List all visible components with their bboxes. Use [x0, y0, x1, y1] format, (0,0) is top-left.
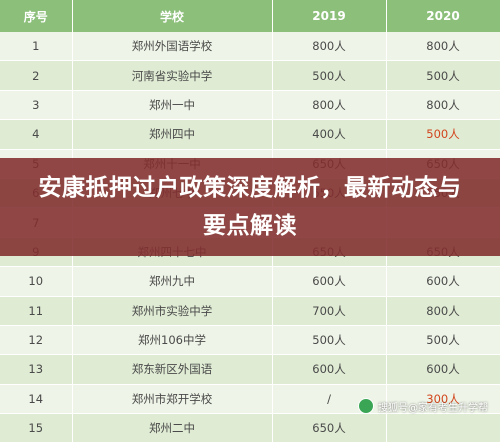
cell-school: 郑州九中: [72, 266, 273, 297]
cell-school: 郑州二中: [72, 413, 273, 443]
cell-school: 郑州一中: [72, 90, 273, 121]
cell-no: 2: [0, 60, 73, 91]
watermark: 搜狐号@家有考生升学帮: [358, 398, 488, 414]
cell-school: 郑东新区外国语: [72, 354, 273, 385]
table-row: 13 郑东新区外国语 600人 600人: [0, 354, 500, 385]
table-row: 1 郑州外国语学校 800人 800人: [0, 32, 500, 62]
cell-school: 郑州市实验中学: [72, 296, 273, 326]
cell-school: 郑州四中: [72, 119, 273, 150]
cell-2020: 500人: [386, 325, 500, 356]
cell-2020: 500人: [386, 60, 500, 91]
table-row: 15 郑州二中 650人: [0, 413, 500, 443]
cell-2019: 500人: [272, 60, 387, 91]
header-no: 序号: [0, 0, 73, 32]
cell-2019: 600人: [272, 266, 387, 297]
table-row: 2 河南省实验中学 500人 500人: [0, 60, 500, 91]
cell-2020: 600人: [386, 266, 500, 297]
cell-2019: 650人: [272, 413, 387, 443]
cell-school: 郑州外国语学校: [72, 32, 273, 62]
cell-2019: 800人: [272, 32, 387, 62]
cell-no: 4: [0, 119, 73, 150]
cell-no: 1: [0, 32, 73, 62]
cell-school: 郑州106中学: [72, 325, 273, 356]
table-row: 10 郑州九中 600人 600人: [0, 266, 500, 297]
cell-no: 13: [0, 354, 73, 385]
cell-2019: 500人: [272, 325, 387, 356]
table-row: 4 郑州四中 400人 500人: [0, 119, 500, 150]
cell-2020: 600人: [386, 354, 500, 385]
article-title-banner[interactable]: 安康抵押过户政策深度解析，最新动态与要点解读: [0, 158, 500, 256]
table-row: 11 郑州市实验中学 700人 800人: [0, 296, 500, 326]
cell-2020: 800人: [386, 32, 500, 62]
header-school: 学校: [72, 0, 273, 32]
watermark-text: 搜狐号@家有考生升学帮: [378, 402, 488, 414]
cell-no: 12: [0, 325, 73, 356]
sohu-logo-icon: [358, 398, 374, 414]
cell-2019: 800人: [272, 90, 387, 121]
cell-2020: 300人: [386, 384, 500, 415]
table-row: 3 郑州一中 800人 800人: [0, 90, 500, 121]
table-header-row: 序号 学校 2019 2020: [0, 0, 500, 32]
cell-no: 14: [0, 384, 73, 415]
cell-school: 河南省实验中学: [72, 60, 273, 91]
article-title[interactable]: 安康抵押过户政策深度解析，最新动态与要点解读: [38, 175, 462, 239]
cell-no: 3: [0, 90, 73, 121]
cell-no: 15: [0, 413, 73, 443]
cell-2020: 500人: [386, 119, 500, 150]
header-2020: 2020: [386, 0, 500, 32]
cell-2020: 800人: [386, 296, 500, 326]
cell-2020: 800人: [386, 90, 500, 121]
cell-no: 10: [0, 266, 73, 297]
cell-no: 11: [0, 296, 73, 326]
cell-school: 郑州市郑开学校: [72, 384, 273, 415]
cell-2019: 600人: [272, 354, 387, 385]
cell-2019: 400人: [272, 119, 387, 150]
cell-2019: 700人: [272, 296, 387, 326]
table-row: 12 郑州106中学 500人 500人: [0, 325, 500, 356]
header-2019: 2019: [272, 0, 387, 32]
cell-2020: [386, 413, 500, 443]
